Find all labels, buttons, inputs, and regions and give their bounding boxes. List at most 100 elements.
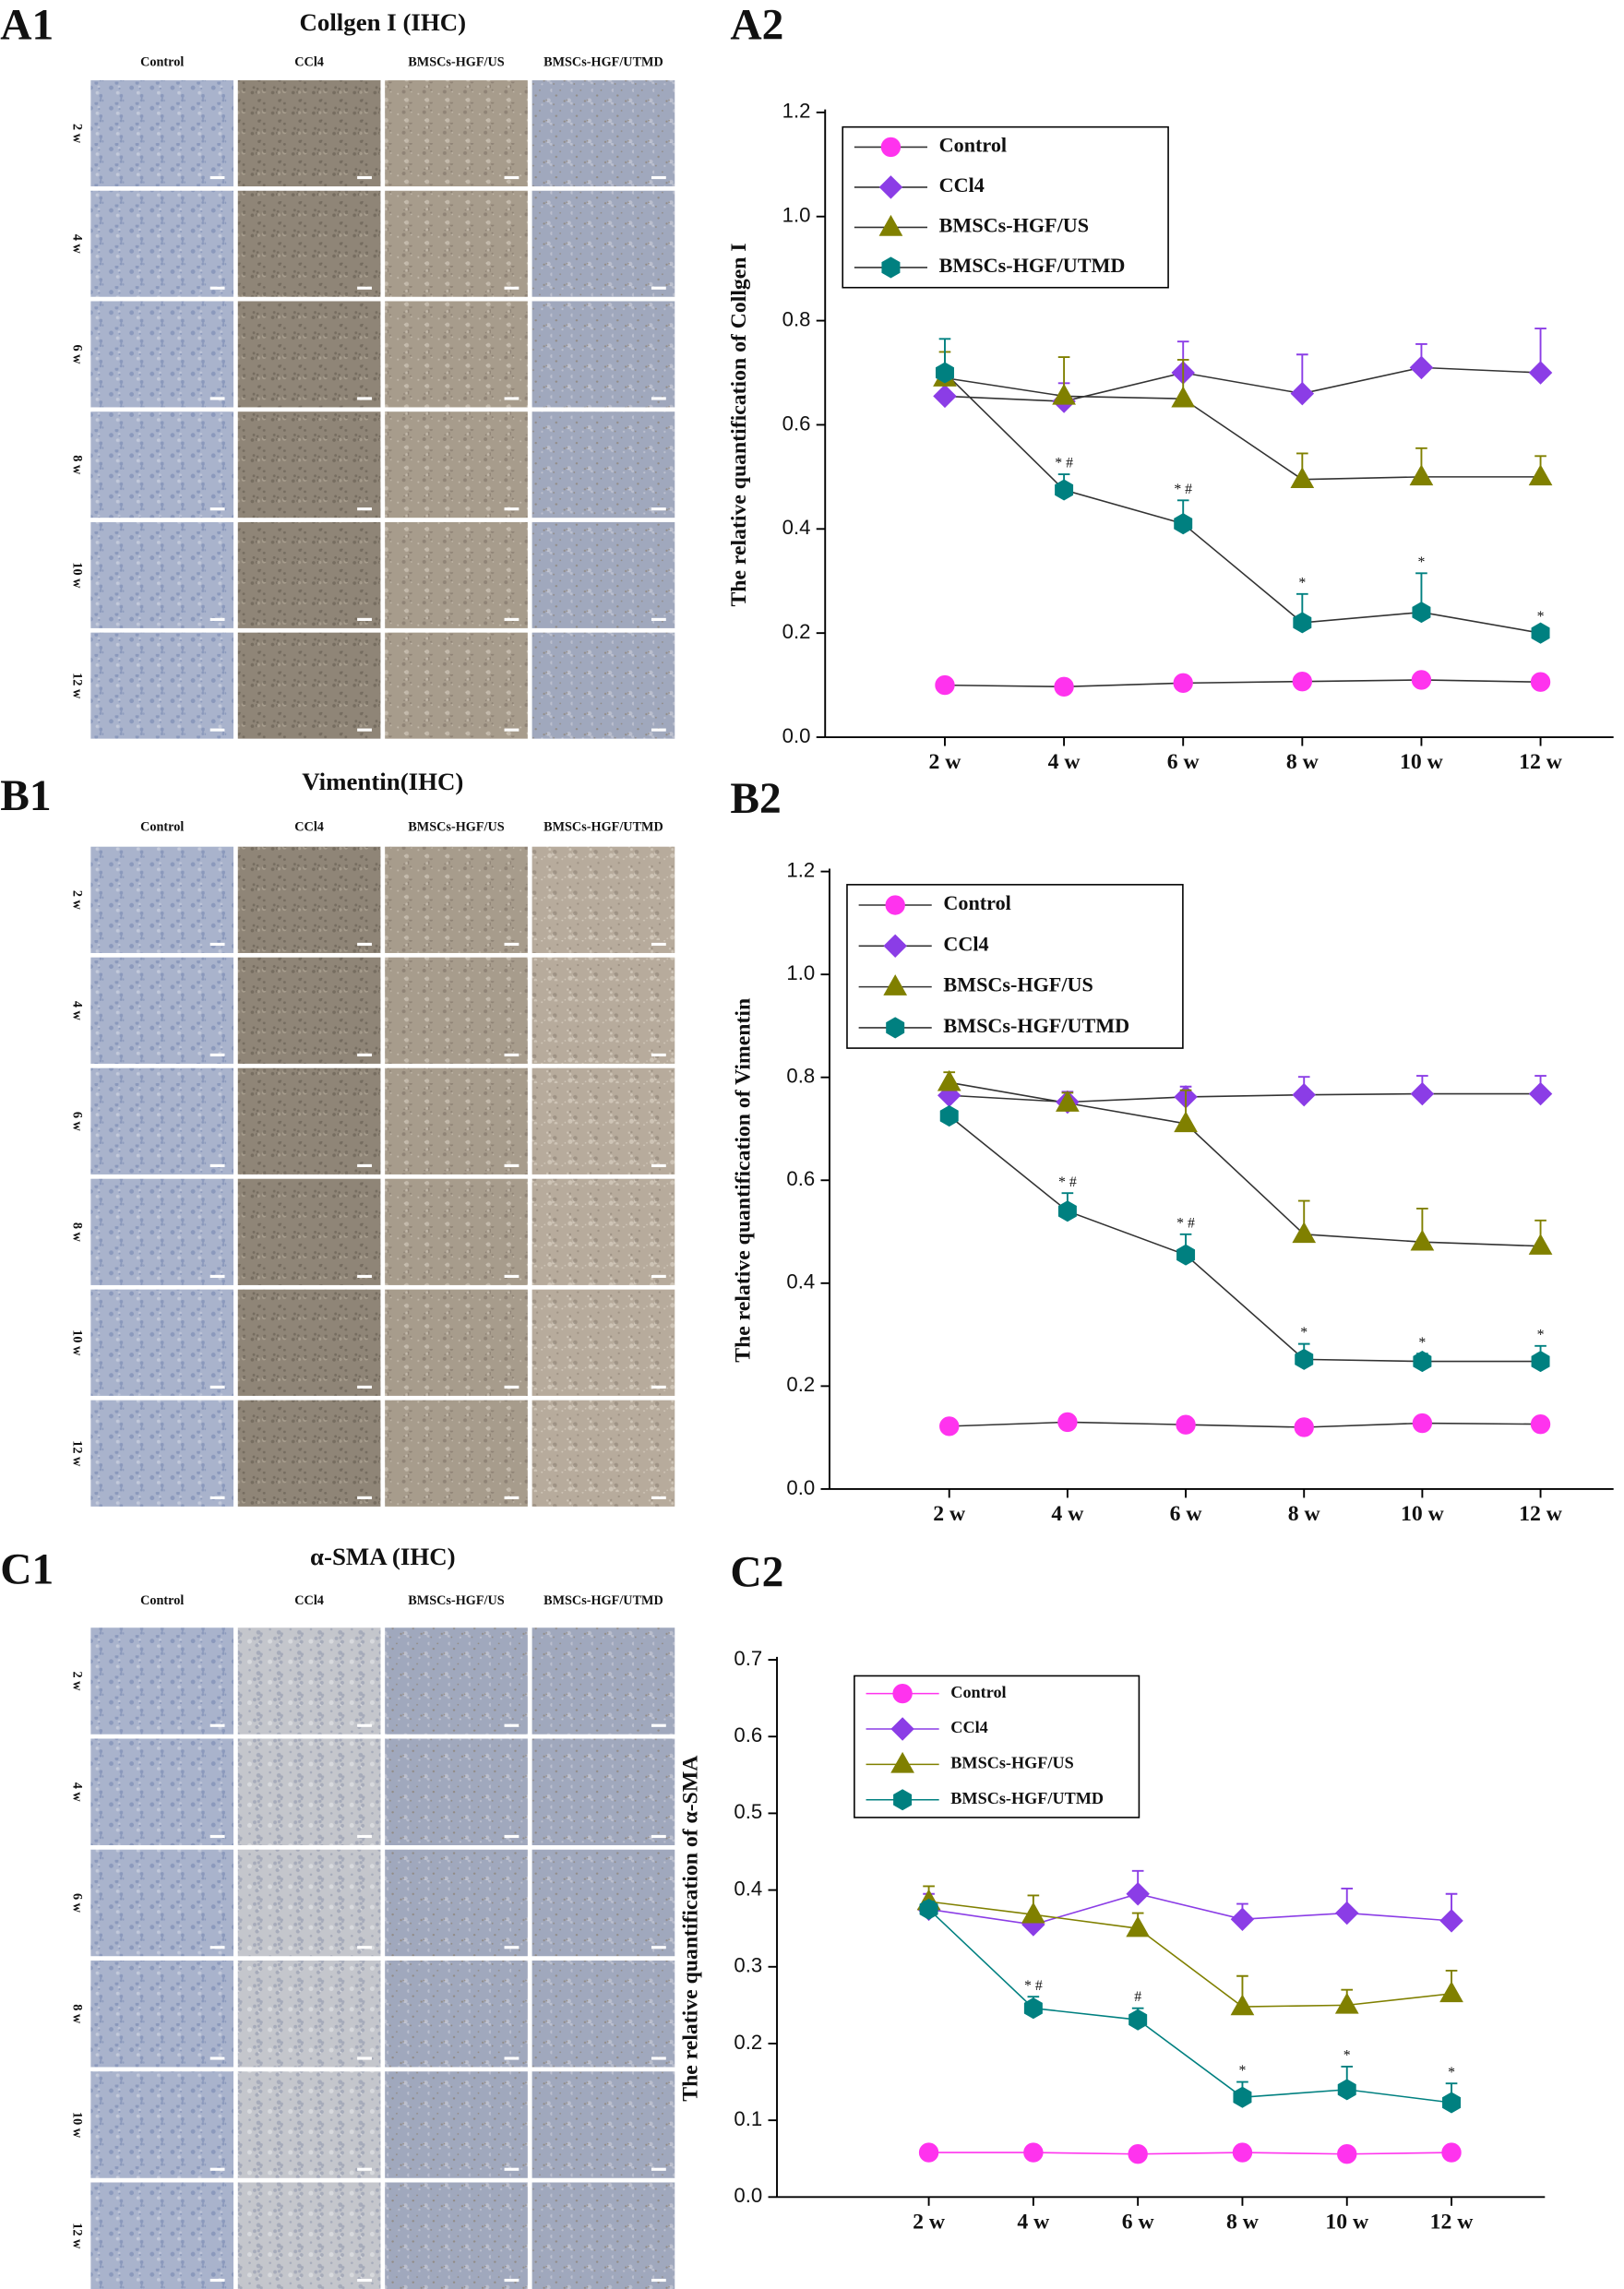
series-line xyxy=(949,1421,1541,1428)
marker xyxy=(1176,1244,1196,1266)
marker xyxy=(935,362,954,384)
micrograph xyxy=(237,521,381,628)
x-tick-label: 12 w xyxy=(1519,750,1562,774)
scale-bar xyxy=(357,2167,372,2171)
legend: Control CCl4 BMSCs-HGF/US BMSCs-HGF/UTMD xyxy=(842,125,1169,289)
x-tick-label: 4 w xyxy=(1048,750,1081,774)
row-label: 2 w xyxy=(69,890,84,911)
legend-box xyxy=(846,884,1184,1049)
legend-label: BMSCs-HGF/UTMD xyxy=(939,254,1126,277)
y-tick-label: 0.2 xyxy=(734,2031,762,2054)
scale-bar xyxy=(209,2278,225,2283)
micrograph xyxy=(90,1289,234,1396)
y-tick-label: 0.4 xyxy=(734,1877,762,1900)
y-tick-label: 0.2 xyxy=(786,1373,815,1396)
marker xyxy=(1233,2086,1252,2108)
scale-bar xyxy=(651,1053,666,1057)
marker xyxy=(939,1416,960,1437)
marker xyxy=(1126,1915,1151,1937)
series-line xyxy=(928,1908,1452,2104)
micrograph xyxy=(385,1067,528,1174)
scale-bar xyxy=(651,617,666,621)
series-line xyxy=(944,372,1541,634)
marker xyxy=(878,175,903,199)
column-label: Control xyxy=(140,819,184,834)
x-tick-label: 10 w xyxy=(1401,1502,1444,1526)
marker xyxy=(935,674,955,696)
annotation: * # xyxy=(1174,482,1192,497)
marker xyxy=(893,1789,913,1811)
series-line xyxy=(944,376,1541,481)
y-tick-label: 0.6 xyxy=(786,1167,815,1190)
marker xyxy=(878,214,903,236)
scale-bar xyxy=(504,728,519,732)
column-label: BMSCs-HGF/UTMD xyxy=(543,819,663,834)
y-tick-label: 0.6 xyxy=(782,411,811,435)
scale-bar xyxy=(209,286,225,290)
series-line xyxy=(928,1901,1452,2008)
x-tick-label: 4 w xyxy=(1051,1502,1083,1526)
scale-bar xyxy=(651,1385,666,1389)
scale-bar xyxy=(651,1834,666,1839)
micrograph xyxy=(385,632,528,739)
y-tick-label: 0.3 xyxy=(734,1954,762,1977)
marker xyxy=(1174,1111,1198,1133)
micrograph xyxy=(531,1067,675,1174)
annotation: * xyxy=(1448,2065,1455,2080)
legend: Control CCl4 BMSCs-HGF/US BMSCs-HGF/UTMD xyxy=(846,884,1184,1049)
scale-bar xyxy=(357,175,372,180)
scale-bar xyxy=(651,1946,666,1949)
scale-bar xyxy=(357,1385,372,1389)
marker xyxy=(1528,464,1553,486)
micrograph xyxy=(237,1738,381,1845)
scale-bar xyxy=(209,1163,225,1168)
micrograph xyxy=(237,1178,381,1285)
marker xyxy=(1413,1351,1432,1373)
micrograph xyxy=(237,2071,381,2178)
x-tick-label: 4 w xyxy=(1017,2210,1049,2234)
scale-bar xyxy=(357,286,372,290)
marker xyxy=(1290,381,1315,406)
column-label: Control xyxy=(140,1593,184,1608)
marker xyxy=(881,256,901,279)
marker xyxy=(1052,383,1076,405)
marker xyxy=(1412,602,1431,624)
scale-bar xyxy=(504,1163,519,1168)
row-label: 10 w xyxy=(69,1329,84,1356)
row-label: 10 w xyxy=(69,2112,84,2139)
y-axis-label: The relative quantification of Vimentin xyxy=(732,998,756,1363)
scale-bar xyxy=(357,2278,372,2283)
scale-bar xyxy=(504,1496,519,1499)
annotation: * xyxy=(1300,1325,1308,1341)
marker xyxy=(1531,622,1550,644)
scale-bar xyxy=(209,507,225,511)
x-tick-label: 6 w xyxy=(1122,2210,1154,2234)
x-tick-label: 8 w xyxy=(1226,2210,1259,2234)
y-tick-label: 1.0 xyxy=(782,204,811,227)
scale-bar xyxy=(209,1834,225,1839)
scale-bar xyxy=(651,942,666,947)
x-tick-label: 10 w xyxy=(1400,750,1443,774)
x-tick-label: 2 w xyxy=(913,2210,945,2234)
micrograph xyxy=(90,80,234,187)
annotation: * xyxy=(1239,2063,1247,2079)
micrograph xyxy=(237,190,381,297)
y-tick-label: 0.4 xyxy=(782,516,811,539)
marker xyxy=(892,1683,913,1704)
marker xyxy=(1412,1413,1433,1434)
marker xyxy=(1335,1901,1359,1925)
series-line xyxy=(928,1892,1452,1925)
x-tick-label: 6 w xyxy=(1170,1502,1202,1526)
x-tick-label: 8 w xyxy=(1286,750,1319,774)
marker xyxy=(1528,361,1553,385)
panel-label: B2 xyxy=(730,775,781,823)
micrograph xyxy=(237,301,381,408)
marker xyxy=(1128,2144,1148,2164)
legend: Control CCl4 BMSCs-HGF/US BMSCs-HGF/UTMD xyxy=(854,1675,1140,1818)
scale-bar xyxy=(651,1496,666,1499)
annotation: * # xyxy=(1055,456,1073,471)
scale-bar xyxy=(504,2278,519,2283)
column-label: CCl4 xyxy=(294,54,324,69)
micrograph xyxy=(90,1067,234,1174)
